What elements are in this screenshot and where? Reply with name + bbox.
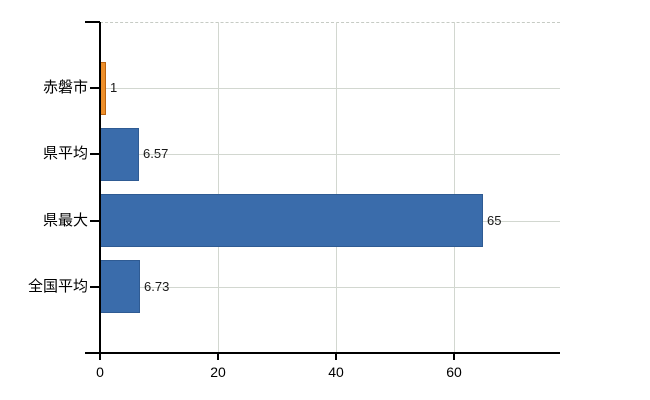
x-axis-tick — [217, 353, 219, 360]
value-label: 6.73 — [144, 279, 170, 294]
x-axis-tick — [335, 353, 337, 360]
x-tick-label: 0 — [96, 364, 104, 380]
horizontal-gridline — [100, 287, 560, 288]
y-axis-tick — [90, 220, 100, 222]
plot-top-border — [100, 22, 560, 23]
category-label: 県平均 — [42, 145, 88, 162]
x-tick-label: 40 — [328, 364, 344, 380]
vertical-gridline — [454, 22, 455, 353]
horizontal-gridline — [100, 154, 560, 155]
category-label: 全国平均 — [27, 278, 88, 295]
x-axis-tick — [453, 353, 455, 360]
x-axis-line — [85, 352, 560, 354]
x-tick-label: 20 — [210, 364, 226, 380]
bar-2 — [100, 128, 139, 181]
y-axis-tick — [90, 153, 100, 155]
x-tick-label: 60 — [446, 364, 462, 380]
category-label: 赤磐市 — [42, 79, 88, 96]
vertical-gridline — [336, 22, 337, 353]
y-axis-top-tick — [85, 21, 100, 23]
horizontal-gridline — [100, 88, 560, 89]
bar-4 — [100, 260, 140, 313]
vertical-gridline — [218, 22, 219, 353]
plot-area: 1 6.57 65 6.73 — [85, 21, 560, 360]
value-label: 6.57 — [143, 146, 169, 161]
y-axis-tick — [90, 286, 100, 288]
bar-3 — [100, 194, 483, 247]
value-label: 65 — [487, 213, 502, 228]
y-axis-tick — [90, 87, 100, 89]
y-axis-line — [99, 22, 101, 353]
category-label: 県最大 — [42, 212, 88, 229]
value-label: 1 — [110, 80, 118, 95]
x-axis-tick — [99, 353, 101, 360]
